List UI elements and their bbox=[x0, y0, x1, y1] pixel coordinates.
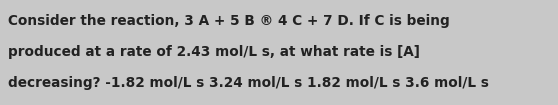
Text: produced at a rate of 2.43 mol/L s, at what rate is [A]: produced at a rate of 2.43 mol/L s, at w… bbox=[8, 45, 420, 59]
Text: Consider the reaction, 3 A + 5 B ® 4 C + 7 D. If C is being: Consider the reaction, 3 A + 5 B ® 4 C +… bbox=[8, 14, 450, 28]
Text: decreasing? -1.82 mol/L s 3.24 mol/L s 1.82 mol/L s 3.6 mol/L s: decreasing? -1.82 mol/L s 3.24 mol/L s 1… bbox=[8, 76, 489, 90]
